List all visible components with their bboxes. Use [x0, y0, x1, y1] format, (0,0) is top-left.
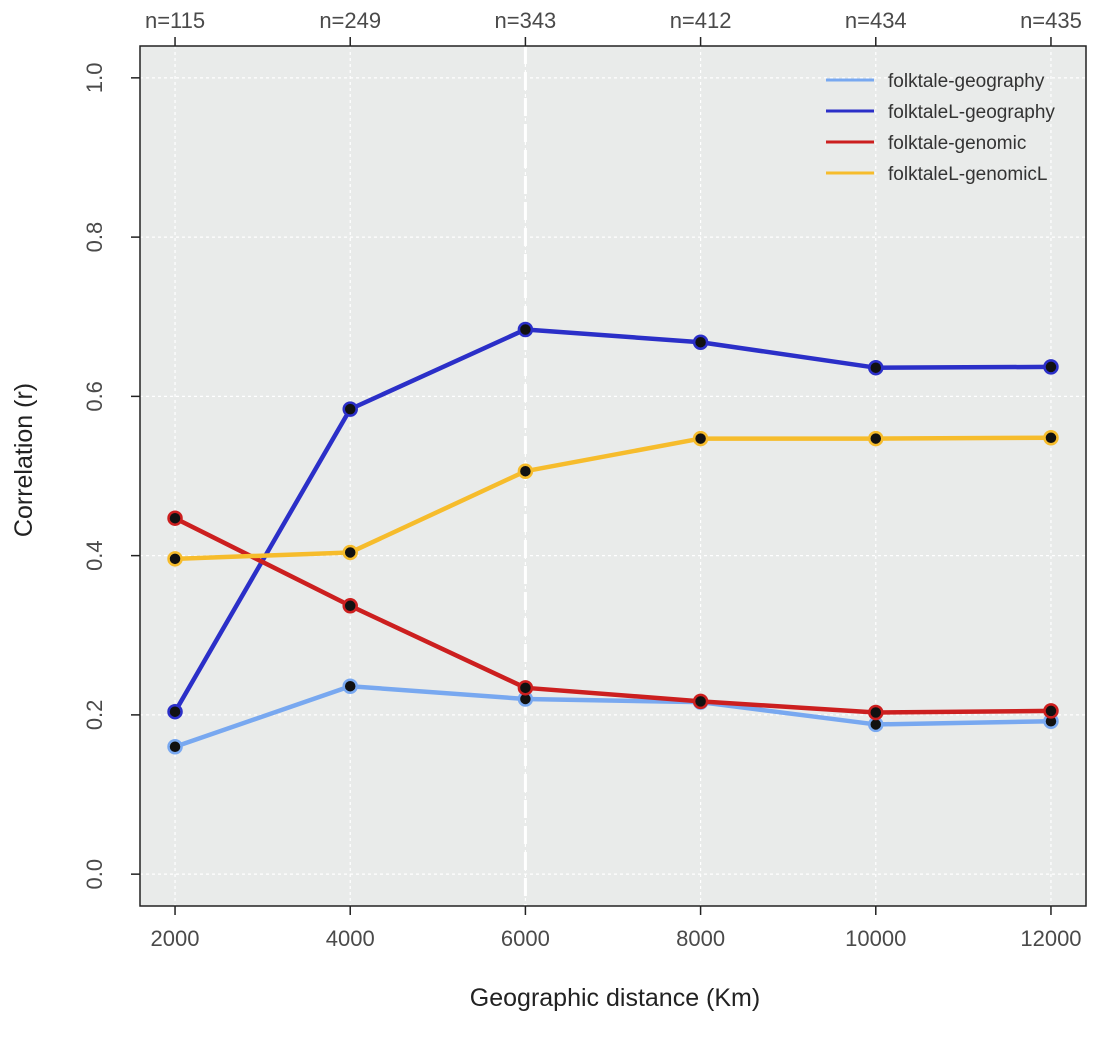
legend: folktale-geography folktaleL-geography fol… — [826, 71, 1055, 185]
x-tick-label: 8000 — [676, 926, 725, 951]
y-tick-label: 0.8 — [82, 222, 107, 253]
plot-background — [140, 46, 1086, 906]
x-tick-label: 2000 — [151, 926, 200, 951]
data-point — [692, 334, 709, 350]
top-tick-label: n=412 — [670, 8, 732, 33]
top-axis: n=115 n=249 n=343 n=412 n=434 n=435 — [145, 8, 1082, 46]
series-folktaleL-geography — [167, 321, 1059, 720]
x-tick-label: 12000 — [1020, 926, 1081, 951]
data-point — [342, 544, 358, 561]
data-point — [692, 430, 709, 447]
data-point — [342, 678, 358, 694]
legend-label: folktale-geography — [888, 71, 1045, 92]
x-tick-label: 6000 — [501, 926, 550, 951]
series-line — [172, 683, 1054, 749]
data-point — [517, 321, 534, 338]
y-axis-title: Correlation (r) — [10, 383, 38, 537]
legend-label: folktaleL-genomicL — [888, 164, 1047, 185]
x-axis: 2000 4000 6000 8000 10000 12000 — [151, 906, 1082, 951]
data-point — [342, 401, 358, 417]
x-axis-title: Geographic distance (Km) — [470, 984, 760, 1012]
y-tick-label: 0.2 — [82, 700, 107, 731]
series-layer — [167, 321, 1059, 755]
data-point — [868, 359, 884, 376]
data-point — [167, 551, 183, 567]
series-line — [172, 515, 1054, 715]
x-tick-label: 10000 — [845, 926, 906, 951]
data-point — [868, 430, 884, 447]
y-axis: 0.0 0.2 0.4 0.6 0.8 1.0 — [82, 63, 140, 890]
top-tick-label: n=343 — [495, 8, 557, 33]
top-tick-label: n=249 — [319, 8, 381, 33]
legend-label: folktale-genomic — [888, 133, 1026, 154]
data-point — [342, 598, 358, 614]
series-folktale-genomic — [167, 510, 1059, 721]
data-point — [167, 703, 183, 720]
y-tick-label: 0.6 — [82, 381, 107, 412]
series-line — [172, 435, 1054, 562]
x-tick-label: 4000 — [326, 926, 375, 951]
y-tick-label: 0.0 — [82, 859, 107, 890]
y-tick-label: 0.4 — [82, 540, 107, 571]
data-point — [167, 738, 183, 755]
top-tick-label: n=115 — [145, 8, 205, 33]
series-folktaleL-genomicL — [167, 430, 1059, 567]
series-line — [172, 327, 1054, 714]
y-tick-label: 1.0 — [82, 63, 107, 94]
data-point — [868, 704, 884, 721]
data-point — [1043, 703, 1059, 719]
data-point — [1043, 359, 1059, 375]
data-point — [517, 680, 534, 696]
top-tick-label: n=435 — [1020, 8, 1082, 33]
data-point — [692, 693, 709, 710]
top-tick-label: n=434 — [845, 8, 907, 33]
plot-frame — [139, 45, 1087, 907]
legend-label: folktaleL-geography — [888, 102, 1055, 123]
data-point — [517, 463, 534, 479]
data-point — [167, 510, 183, 526]
data-point — [1043, 430, 1059, 446]
